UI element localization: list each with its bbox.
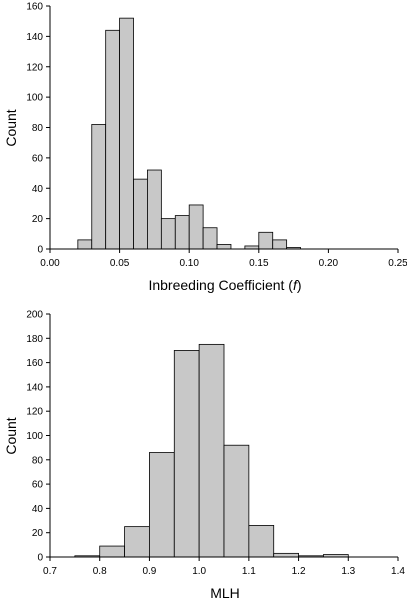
mlh-y-ticks: 0 20 40 60 80 100 120 140 160 180 200 [26, 310, 50, 564]
mlh-x-tick-label: 1.0 [192, 566, 206, 577]
inbreeding-x-tick-label: 0.20 [319, 258, 339, 269]
inbreeding-x-tick-label: 0.10 [179, 258, 199, 269]
inbreeding-y-tick-label: 140 [26, 32, 43, 43]
inbreeding-bar [147, 169, 162, 250]
mlh-bars [74, 343, 349, 558]
inbreeding-bar [91, 124, 107, 250]
inbreeding-y-axis-title: Count [3, 109, 19, 146]
mlh-y-tick-label: 160 [26, 358, 43, 369]
mlh-bar [223, 444, 250, 558]
inbreeding-y-tick-label: 80 [32, 123, 44, 134]
mlh-x-axis-title: MLH [210, 585, 240, 601]
inbreeding-bar [119, 17, 134, 250]
mlh-bar [248, 525, 275, 558]
mlh-y-tick-label: 140 [26, 382, 43, 393]
mlh-x-tick-label: 1.1 [242, 566, 256, 577]
inbreeding-y-tick-label: 160 [26, 2, 43, 13]
mlh-bar [198, 343, 225, 558]
inbreeding-bar [202, 227, 218, 250]
mlh-y-tick-label: 0 [37, 553, 43, 564]
mlh-y-tick-label: 120 [26, 407, 43, 418]
inbreeding-y-tick-label: 100 [26, 93, 43, 104]
inbreeding-y-tick-label: 40 [32, 184, 44, 195]
mlh-bar [149, 452, 175, 558]
mlh-bar [273, 552, 299, 558]
inbreeding-y-ticks: 0 20 40 60 80 100 120 140 160 [26, 2, 50, 256]
mlh-x-tick-label: 0.8 [93, 566, 107, 577]
inbreeding-bar [105, 29, 121, 250]
mlh-y-tick-label: 100 [26, 431, 43, 442]
mlh-x-ticks: 0.7 0.8 0.9 1.0 1.1 1.2 1.3 1.4 [43, 557, 405, 577]
inbreeding-x-tick-label: 0.25 [388, 258, 407, 269]
mlh-x-tick-label: 1.4 [391, 566, 405, 577]
mlh-x-tick-label: 1.2 [292, 566, 306, 577]
inbreeding-bar [216, 244, 232, 250]
inbreeding-x-axis-title: Inbreeding Coefficient (f) [148, 277, 301, 293]
mlh-bar [173, 350, 200, 558]
inbreeding-bar [174, 215, 190, 250]
inbreeding-bar [77, 239, 93, 250]
mlh-histogram: 0 20 40 60 80 100 120 140 160 180 200 0.7 0.8 0.9 1.0… [3, 310, 405, 602]
inbreeding-x-ticks: 0.00 0.05 0.10 0.15 0.20 0.25 [40, 249, 407, 269]
inbreeding-x-tick-label: 0.00 [40, 258, 60, 269]
mlh-x-tick-label: 1.3 [341, 566, 355, 577]
inbreeding-y-tick-label: 0 [37, 245, 43, 256]
mlh-y-tick-label: 200 [26, 310, 43, 321]
inbreeding-bar [188, 204, 204, 250]
mlh-y-tick-label: 60 [32, 480, 44, 491]
inbreeding-x-tick-label: 0.15 [249, 258, 269, 269]
inbreeding-x-tick-label: 0.05 [110, 258, 130, 269]
mlh-x-tick-label: 0.9 [142, 566, 156, 577]
mlh-y-tick-label: 40 [32, 504, 44, 515]
inbreeding-bars [77, 17, 301, 250]
mlh-bar [124, 526, 150, 558]
inbreeding-bar [133, 178, 148, 250]
inbreeding-y-tick-label: 20 [32, 214, 44, 225]
mlh-y-axis-title: Count [3, 417, 19, 454]
inbreeding-bar [272, 239, 288, 250]
mlh-x-tick-label: 0.7 [43, 566, 57, 577]
inbreeding-bar [258, 231, 274, 250]
mlh-y-tick-label: 20 [32, 528, 44, 539]
inbreeding-y-tick-label: 60 [32, 153, 44, 164]
mlh-bar [99, 545, 125, 558]
inbreeding-bar [160, 218, 176, 250]
inbreeding-y-tick-label: 120 [26, 62, 43, 73]
mlh-y-tick-label: 80 [32, 455, 44, 466]
mlh-y-tick-label: 180 [26, 334, 43, 345]
